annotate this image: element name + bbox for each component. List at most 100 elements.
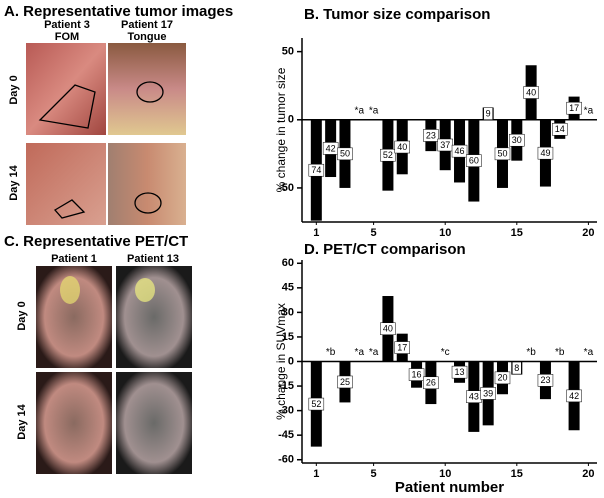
value-label: 30 bbox=[512, 135, 522, 145]
value-label-bg bbox=[394, 341, 410, 354]
y-tick-label: 50 bbox=[282, 46, 294, 58]
x-axis-label: Patient number bbox=[395, 479, 504, 496]
photo bbox=[26, 43, 106, 135]
annotation: *b bbox=[526, 347, 536, 358]
value-label-bg bbox=[423, 376, 439, 390]
row-label: Day 0 bbox=[8, 75, 20, 104]
value-label-bg bbox=[423, 129, 439, 142]
value-label-bg bbox=[509, 133, 525, 147]
row-label: Day 0 bbox=[16, 301, 28, 330]
pet-image bbox=[116, 266, 192, 368]
row-label: Day 14 bbox=[16, 403, 28, 439]
value-label: 52 bbox=[383, 150, 393, 160]
y-tick-label: 0 bbox=[288, 355, 294, 367]
x-tick-label: 15 bbox=[511, 468, 523, 480]
value-label: 50 bbox=[340, 149, 350, 159]
pet-image bbox=[36, 372, 112, 474]
charts: B. Tumor size comparison % change in tumo… bbox=[274, 6, 597, 496]
value-label-bg bbox=[552, 123, 568, 136]
photo bbox=[108, 43, 186, 135]
value-label: 9 bbox=[486, 109, 491, 119]
annotation: *a bbox=[369, 347, 379, 358]
photo bbox=[26, 143, 106, 225]
column-label: Patient 13 bbox=[127, 253, 179, 265]
annotation: *a bbox=[355, 105, 365, 116]
column-label: Tongue bbox=[128, 31, 167, 43]
tumor-outline bbox=[38, 84, 96, 129]
value-label: 40 bbox=[397, 142, 407, 152]
y-tick-label: 30 bbox=[282, 306, 294, 318]
value-label-bg bbox=[537, 374, 554, 387]
x-tick-label: 10 bbox=[439, 468, 451, 480]
annotation: *b bbox=[555, 347, 565, 358]
panel-c-title: C. Representative PET/CT bbox=[4, 233, 188, 250]
annotation: *a bbox=[355, 347, 365, 358]
value-label-bg bbox=[308, 163, 325, 177]
row-label: Day 14 bbox=[8, 164, 20, 200]
value-label-bg bbox=[408, 368, 425, 381]
y-tick-label: 0 bbox=[288, 114, 294, 126]
value-label: 46 bbox=[455, 146, 465, 156]
value-label-bg bbox=[337, 375, 353, 389]
annotation: *a bbox=[584, 105, 594, 116]
x-tick-label: 20 bbox=[582, 468, 594, 480]
column-label: Patient 3 bbox=[44, 19, 90, 31]
value-label: 8 bbox=[514, 363, 519, 373]
value-label: 25 bbox=[340, 377, 350, 387]
value-label: 49 bbox=[540, 148, 550, 158]
y-tick-label: -50 bbox=[278, 182, 294, 194]
value-label-bg bbox=[466, 154, 482, 167]
value-label: 40 bbox=[526, 87, 536, 97]
value-label: 23 bbox=[426, 130, 436, 140]
value-label-bg bbox=[451, 144, 468, 158]
y-tick-label: -60 bbox=[278, 454, 294, 466]
value-label-bg bbox=[337, 147, 353, 161]
value-label-bg bbox=[483, 107, 493, 120]
y-tick-label: -45 bbox=[278, 429, 294, 441]
value-label-bg bbox=[494, 147, 511, 161]
value-label: 17 bbox=[569, 103, 579, 113]
tumor-outline bbox=[53, 199, 86, 219]
chart-title: D. PET/CT comparison bbox=[304, 241, 466, 258]
annotation: *b bbox=[326, 347, 336, 358]
annotation: *a bbox=[369, 105, 379, 116]
panel-a-title: A. Representative tumor images bbox=[4, 3, 233, 20]
y-tick-label: 60 bbox=[282, 257, 294, 269]
value-label: 50 bbox=[497, 149, 507, 159]
chart-title: B. Tumor size comparison bbox=[304, 6, 490, 23]
uptake bbox=[135, 278, 155, 302]
y-tick-label: -15 bbox=[278, 380, 294, 392]
value-label-bg bbox=[394, 140, 410, 154]
value-label-bg bbox=[512, 361, 522, 375]
x-tick-label: 10 bbox=[439, 227, 451, 239]
y-axis-label: % change in tumor size bbox=[274, 67, 288, 192]
value-label: 43 bbox=[469, 392, 479, 402]
value-label: 16 bbox=[412, 369, 422, 379]
x-tick-label: 20 bbox=[582, 227, 594, 239]
y-tick-label: 15 bbox=[282, 331, 294, 343]
annotation: *c bbox=[441, 347, 450, 358]
value-label-bg bbox=[566, 101, 582, 115]
value-label-bg bbox=[494, 371, 511, 385]
value-label-bg bbox=[380, 322, 396, 336]
value-label: 42 bbox=[326, 143, 336, 153]
value-label-bg bbox=[451, 365, 468, 379]
value-label-bg bbox=[480, 387, 496, 400]
annotation: *a bbox=[584, 347, 594, 358]
value-label-bg bbox=[308, 397, 325, 411]
panel-c: C. Representative PET/CT Patient 1 Patie… bbox=[4, 233, 192, 474]
tumor-outline bbox=[136, 81, 164, 103]
value-label-bg bbox=[566, 389, 582, 403]
value-label-bg bbox=[537, 146, 554, 160]
value-label: 60 bbox=[469, 156, 479, 166]
value-label-bg bbox=[523, 86, 539, 99]
column-label: Patient 1 bbox=[51, 253, 97, 265]
column-label: FOM bbox=[55, 31, 79, 43]
value-label: 74 bbox=[311, 165, 321, 175]
panel-a: A. Representative tumor images Patient 3… bbox=[4, 3, 233, 225]
tumor-outline bbox=[134, 192, 162, 214]
value-label: 23 bbox=[540, 375, 550, 385]
value-label: 39 bbox=[483, 388, 493, 398]
